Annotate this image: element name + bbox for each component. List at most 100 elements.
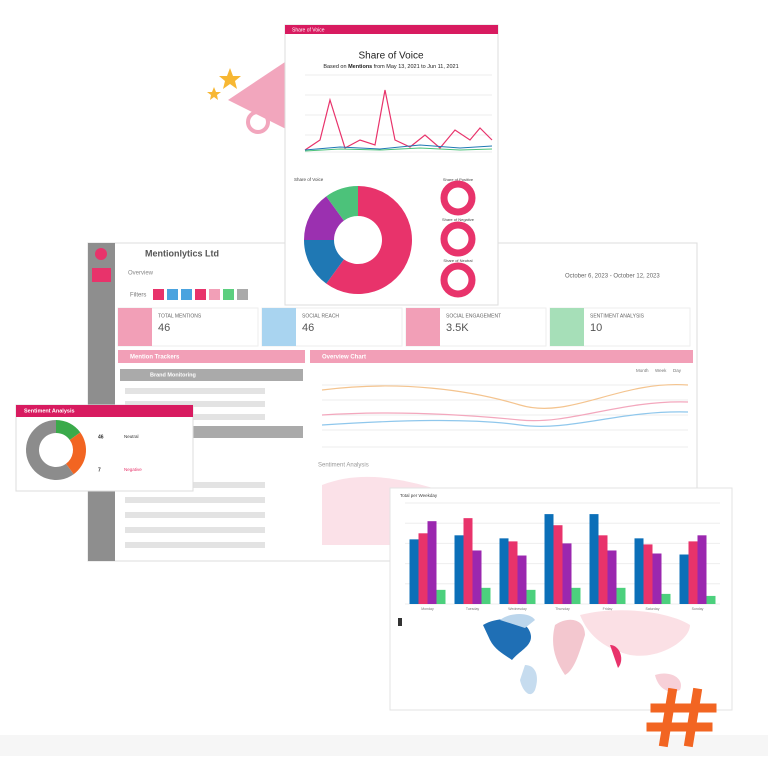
donut-slice	[56, 420, 81, 441]
nav-active[interactable]	[92, 268, 111, 282]
sentiment-donut	[26, 420, 86, 481]
sov-donut	[304, 186, 413, 294]
sidebar	[88, 243, 115, 561]
sov-line	[304, 144, 493, 151]
donut-slice	[26, 420, 74, 481]
card-value: 3.5K	[446, 322, 469, 334]
cards: TOTAL MENTIONS 46 SOCIAL REACH 46 SOCIAL ENG…	[117, 307, 691, 347]
date-range[interactable]: October 6, 2023 - October 12, 2023	[565, 274, 660, 280]
world-map	[483, 610, 690, 695]
brand: Mentionlytics Ltd	[145, 248, 219, 258]
overview-line	[321, 401, 689, 422]
card-icon	[550, 308, 584, 346]
mini-label: Share of Negative	[442, 217, 475, 222]
hash-icon	[646, 687, 717, 748]
bar	[616, 587, 626, 604]
bar	[508, 541, 518, 604]
donut-label: Share of Voice	[294, 177, 324, 182]
donut-slice	[304, 240, 344, 284]
popup-header	[16, 405, 193, 417]
source-icon[interactable]	[167, 289, 178, 300]
donut-slice	[65, 432, 86, 475]
source-icon[interactable]	[153, 289, 164, 300]
source-icon[interactable]	[237, 289, 248, 300]
window-titlebar	[285, 25, 498, 34]
source-icons	[153, 289, 248, 300]
bar	[562, 543, 572, 604]
chart-subtitle: Based on Mentions from May 13, 2021 to J…	[323, 64, 458, 70]
sentiment-popup: Sentiment Analysis 46 Neutral 7 Negative	[15, 404, 194, 492]
floor	[0, 735, 768, 756]
breadcrumb: Overview	[128, 271, 154, 277]
card-icon	[262, 308, 296, 346]
sov-grid	[305, 74, 492, 153]
bar	[481, 587, 491, 604]
mini-label: Share of Positive	[443, 177, 474, 182]
source-icon[interactable]	[209, 289, 220, 300]
bar	[517, 555, 527, 604]
card-label: SENTIMENT ANALYSIS	[590, 313, 645, 319]
panel-header	[118, 350, 305, 363]
x-tick-label: Monday	[421, 607, 434, 611]
card-icon	[406, 308, 440, 346]
overview-grid	[322, 384, 688, 448]
filters[interactable]: Filters	[130, 293, 146, 299]
panel-title: Overview Chart	[322, 355, 366, 361]
bar	[706, 595, 716, 604]
range-button[interactable]: Month	[636, 368, 649, 373]
popup-title: Sentiment Analysis	[24, 408, 75, 414]
donut-slice	[326, 186, 358, 221]
bar	[661, 593, 671, 604]
popup-frame	[15, 404, 194, 492]
bar	[427, 521, 437, 604]
card-value: 46	[158, 322, 170, 334]
count: 7	[98, 467, 101, 473]
bar	[499, 538, 509, 604]
donut-slice	[304, 196, 344, 240]
x-tick-label: Tuesday	[466, 607, 480, 611]
tracker-row[interactable]	[120, 369, 303, 381]
range-button[interactable]: Week	[655, 368, 667, 373]
x-tick-label: Friday	[603, 607, 613, 611]
count: 46	[98, 434, 104, 440]
bar	[598, 535, 608, 604]
megaphone	[228, 62, 288, 130]
card-label: SOCIAL ENGAGEMENT	[446, 313, 501, 319]
x-tick-label: Thursday	[555, 607, 570, 611]
bar	[463, 518, 473, 604]
x-tick-label: Wednesday	[508, 607, 527, 611]
x-tick-label: Sunday	[692, 607, 704, 611]
mini-label: Share of Neutral	[443, 258, 472, 263]
bar	[436, 589, 446, 604]
bar	[418, 533, 428, 604]
sov-line	[304, 89, 493, 151]
tracker-name: Brand Monitoring	[150, 372, 196, 378]
weekday-card: Total per Weekday Monday Tuesday Wednesday…	[389, 487, 733, 711]
window-title: Share of Voice	[292, 27, 325, 33]
source-icon[interactable]	[195, 289, 206, 300]
bar	[607, 550, 617, 604]
card-value: 10	[590, 322, 602, 334]
mini-donut	[440, 262, 476, 298]
sov-line	[304, 147, 493, 152]
source-icon[interactable]	[181, 289, 192, 300]
bar	[472, 550, 482, 604]
zoom-control[interactable]	[398, 618, 402, 626]
star	[219, 68, 241, 89]
bar	[454, 535, 464, 604]
card-icon	[118, 308, 152, 346]
bar	[589, 514, 599, 604]
tracker-list	[125, 388, 265, 548]
section-title: Sentiment Analysis	[318, 463, 369, 469]
bar	[571, 587, 581, 604]
bar	[409, 539, 419, 604]
sentiment-name: Neutral	[124, 434, 139, 439]
mini-donut	[440, 180, 476, 216]
range-button[interactable]: Day	[673, 368, 682, 373]
bar	[643, 544, 653, 604]
bar	[553, 525, 563, 604]
sov-window: Share of Voice Share of Voice Based on M…	[284, 24, 499, 306]
source-icon[interactable]	[223, 289, 234, 300]
